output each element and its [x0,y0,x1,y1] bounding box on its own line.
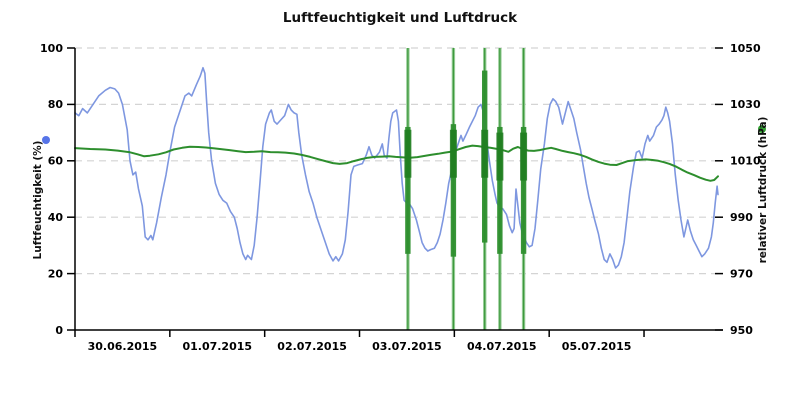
left-axis-ticks: 0 20 40 60 80 100 [40,42,75,337]
pressure-line [74,144,719,182]
chart-title: Luftfeuchtigkeit und Luftdruck [283,10,518,26]
pressure-spike-cores [404,70,528,257]
gridlines [75,47,718,275]
pressure-legend-dot [758,125,766,133]
spike-core-0 [404,129,412,178]
pressure-spike-bands [406,48,526,330]
right-tick-label-1050: 1050 [730,42,761,55]
x-tick-label-2: 02.07.2015 [277,340,347,353]
left-tick-label-0: 0 [55,324,63,337]
humidity-legend-dot [42,136,50,144]
spike-core-2 [481,129,489,178]
right-tick-label-970: 970 [730,267,753,280]
spike-dense-1 [450,124,457,257]
right-axis-title: relativer Luftdruck (hPa) [757,117,769,264]
spike-dense-3 [497,126,503,254]
spike-core-3 [496,132,504,181]
right-tick-label-1010: 1010 [730,155,761,168]
humidity-line [74,66,719,269]
axes [74,48,723,337]
x-tick-label-1: 01.07.2015 [182,340,252,353]
right-tick-label-990: 990 [730,211,753,224]
x-axis-ticks: 30.06.2015 01.07.2015 02.07.2015 03.07.2015… [88,330,645,353]
spike-dense-4 [520,126,527,254]
x-tick-label-5: 05.07.2015 [562,340,632,353]
x-tick-label-0: 30.06.2015 [88,340,158,353]
x-tick-label-4: 04.07.2015 [467,340,537,353]
spike-core-1 [449,129,457,178]
right-axis-ticks: 950 970 990 1010 1030 1050 [715,42,761,337]
left-tick-label-80: 80 [48,98,64,111]
spike-dense-0 [405,126,411,254]
left-tick-label-20: 20 [48,267,64,280]
spike-core-4 [520,132,528,181]
left-tick-label-60: 60 [48,155,64,168]
series-lines [74,66,719,269]
left-tick-label-40: 40 [48,211,64,224]
x-tick-label-3: 03.07.2015 [372,340,442,353]
left-axis-title: Luftfeuchtigkeit (%) [32,141,44,260]
left-tick-label-100: 100 [40,42,63,55]
right-tick-label-950: 950 [730,324,753,337]
right-tick-label-1030: 1030 [730,98,761,111]
